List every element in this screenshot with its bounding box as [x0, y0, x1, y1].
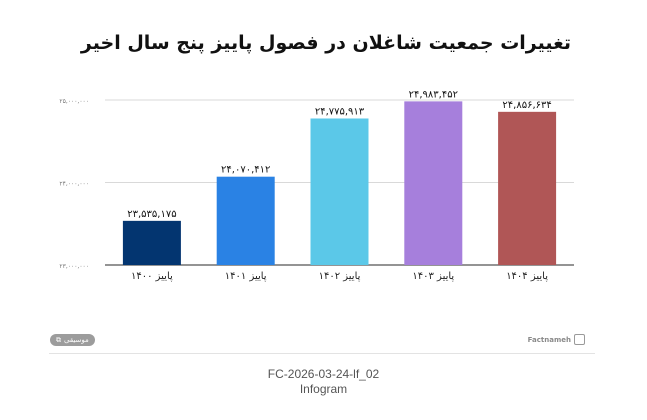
brand-logo: Factnameh	[528, 334, 585, 345]
bar	[216, 176, 275, 265]
bar	[498, 111, 557, 265]
x-tick-label: پاییز ۱۴۰۳	[412, 271, 454, 282]
music-badge[interactable]: موسیقی ⧉	[50, 334, 95, 346]
x-tick-label: پاییز ۱۴۰۴	[506, 271, 548, 282]
link-icon: ⧉	[56, 336, 61, 344]
figure-id-caption: FC-2026-03-24-lf_02	[267, 367, 380, 381]
brand-name: Factnameh	[527, 335, 571, 344]
bar-chart: ۲۳,۰۰۰,۰۰۰ ۲۴,۰۰۰,۰۰۰ ۲۵,۰۰۰,۰۰۰ ۲۳,۵۳۵,۱۷۵…	[59, 89, 574, 282]
bar	[122, 220, 181, 265]
x-tick-label: پاییز ۱۴۰۰	[131, 271, 173, 282]
footer-divider	[49, 353, 595, 354]
data-label: ۲۴,۹۸۳,۴۵۲	[409, 89, 458, 100]
source-caption: Infogram	[299, 382, 348, 396]
chart-card: تغییرات جمعیت شاغلان در فصول پاییز پنج س…	[37, 18, 607, 354]
music-badge-label: موسیقی	[64, 336, 89, 344]
chart-title: تغییرات جمعیت شاغلان در فصول پاییز پنج س…	[80, 32, 571, 54]
bar	[310, 118, 369, 265]
y-tick-label: ۲۳,۰۰۰,۰۰۰	[59, 263, 89, 270]
data-label: ۲۳,۵۳۵,۱۷۵	[127, 209, 176, 220]
data-label: ۲۴,۰۷۰,۴۱۲	[221, 165, 270, 176]
bar	[404, 101, 463, 266]
data-label: ۲۴,۷۷۵,۹۱۳	[315, 106, 365, 117]
y-tick-label: ۲۵,۰۰۰,۰۰۰	[59, 98, 89, 105]
y-tick-label: ۲۴,۰۰۰,۰۰۰	[59, 181, 89, 188]
data-label: ۲۴,۸۵۶,۶۳۴	[502, 100, 551, 111]
factnameh-logo-icon	[574, 334, 585, 345]
x-tick-label: پاییز ۱۴۰۲	[319, 271, 361, 282]
x-tick-label: پاییز ۱۴۰۱	[225, 271, 267, 282]
